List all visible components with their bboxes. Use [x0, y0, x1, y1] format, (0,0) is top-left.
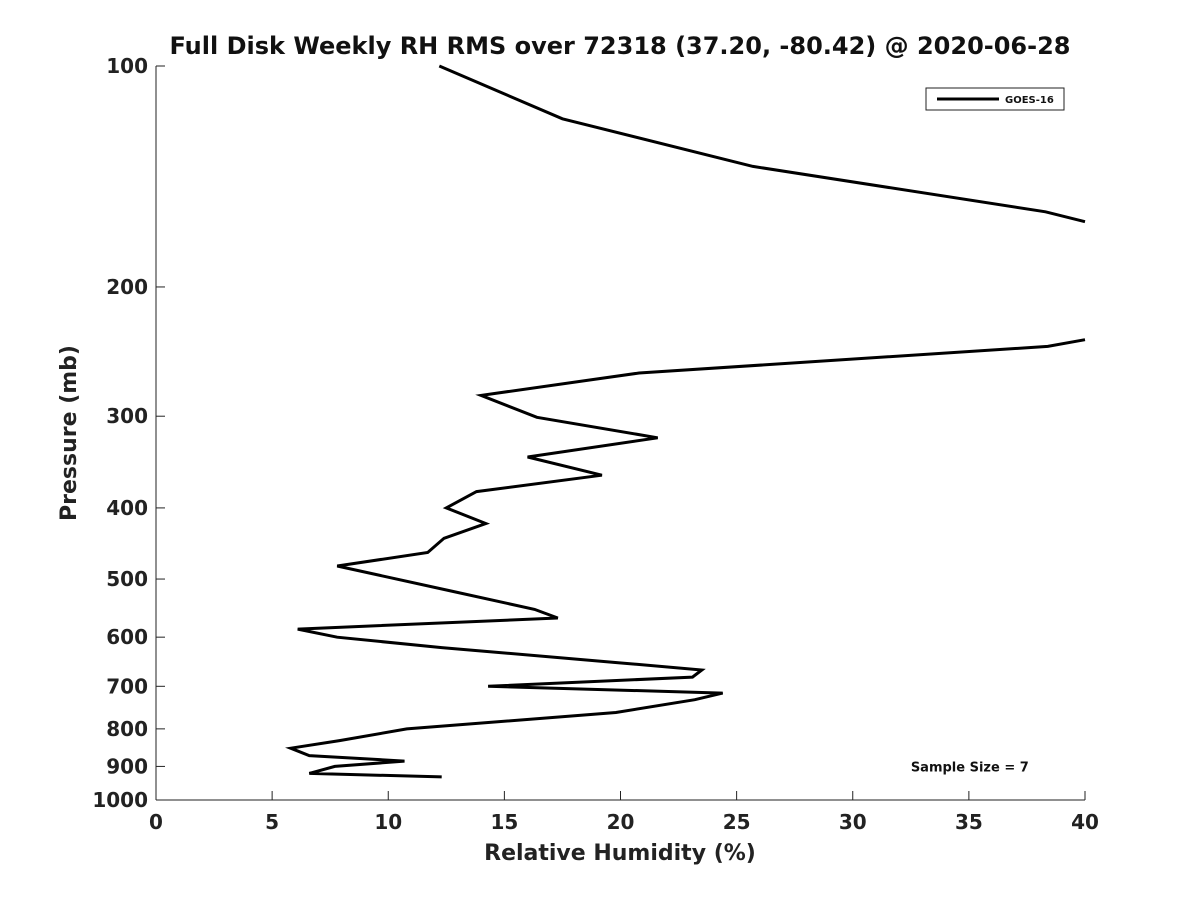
y-tick-label: 300 [106, 404, 148, 428]
x-tick-label: 20 [607, 810, 635, 834]
x-tick-label: 25 [723, 810, 751, 834]
x-tick-label: 35 [955, 810, 983, 834]
legend-entry: GOES-16 [1005, 95, 1054, 106]
legend: GOES-16 [925, 87, 1065, 111]
x-tick-label: 15 [490, 810, 518, 834]
y-tick-label: 500 [106, 567, 148, 591]
series-line-goes-16 [285, 338, 1086, 779]
x-tick-label: 0 [149, 810, 163, 834]
y-axis-label-group: Pressure (mb) [57, 345, 82, 521]
y-tick-label: 100 [106, 54, 148, 78]
y-tick-label: 400 [106, 496, 148, 520]
sample-size-annotation: Sample Size = 7 [911, 760, 1029, 775]
series-layer [285, 64, 1086, 779]
y-tick-label: 800 [106, 717, 148, 741]
y-tick-label: 900 [106, 754, 148, 778]
y-axis-label: Pressure (mb) [57, 345, 82, 521]
y-tick-label: 200 [106, 275, 148, 299]
y-tick-label: 600 [106, 625, 148, 649]
annotations: Sample Size = 7 [911, 760, 1029, 775]
x-tick-label: 10 [374, 810, 402, 834]
axis-ticks: 0 5 10 15 20 25 30 35 40 100 200 300 400 500 600 700 800… [92, 54, 1099, 834]
series-line-goes-16 [438, 64, 1086, 224]
x-tick-label: 40 [1071, 810, 1099, 834]
chart-title: Full Disk Weekly RH RMS over 72318 (37.2… [169, 32, 1070, 60]
x-tick-label: 5 [265, 810, 279, 834]
y-tick-label: 700 [106, 674, 148, 698]
x-tick-label: 30 [839, 810, 867, 834]
y-tick-label: 1000 [92, 788, 148, 812]
x-axis-label: Relative Humidity (%) [484, 841, 756, 866]
